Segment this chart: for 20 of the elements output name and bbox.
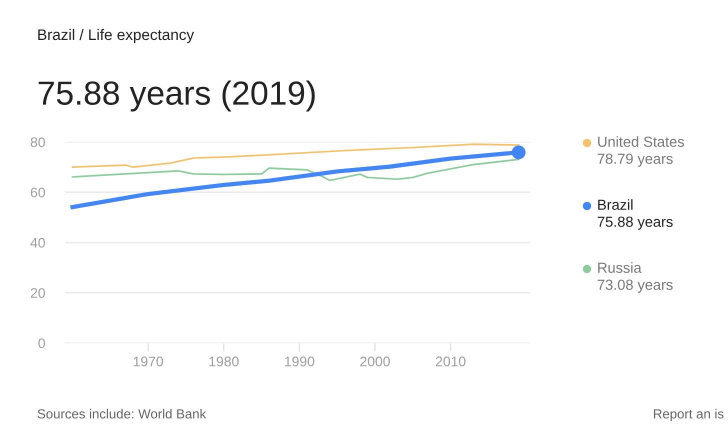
y-tick-label: 40: [30, 238, 46, 248]
legend-label: Brazil: [598, 199, 632, 210]
y-tick-label: 0: [38, 338, 46, 348]
text: 78.79 years: [598, 154, 673, 167]
source-note: Sources include: World Bank: [38, 408, 206, 419]
text: Report an is: [654, 408, 724, 422]
text: 75.88 years: [598, 216, 673, 230]
legend-label: Russia: [598, 262, 642, 273]
x-tick-label: 1990: [285, 356, 314, 366]
x-tick-label: 1980: [209, 356, 239, 366]
x-tick-label: 1970: [134, 356, 164, 366]
y-tick-label: 60: [30, 188, 46, 198]
text: 73.08 years: [598, 280, 673, 293]
chart-title: Brazil / Life expectancy: [38, 28, 194, 44]
chart-subtitle: 75.88 years (2019): [38, 80, 315, 112]
x-tick-label: 2010: [436, 356, 466, 366]
x-tick-label: 2000: [360, 356, 390, 366]
y-tick-label: 80: [30, 137, 46, 148]
legend-label: United States: [598, 136, 684, 147]
y-tick-label: 20: [30, 288, 46, 298]
